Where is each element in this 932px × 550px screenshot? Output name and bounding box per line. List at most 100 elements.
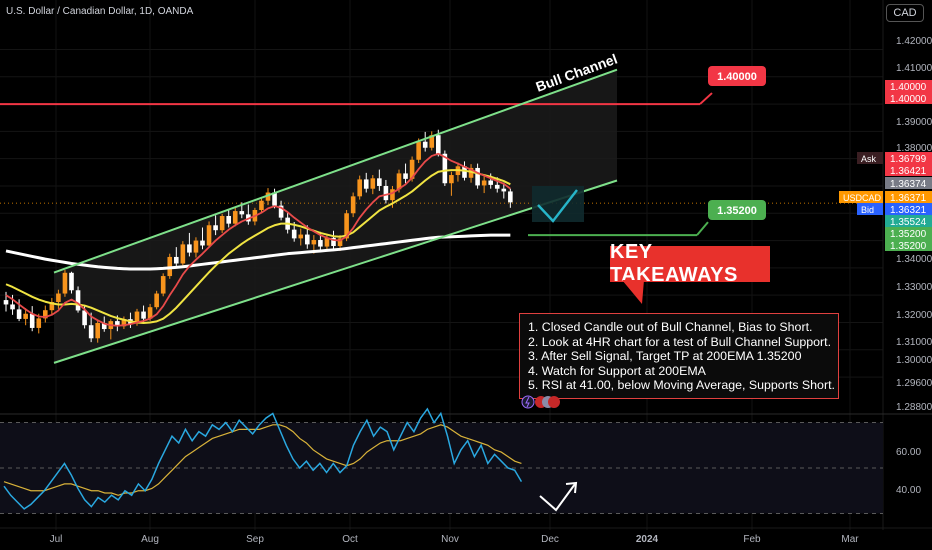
candle-body bbox=[475, 167, 480, 186]
candle-body bbox=[23, 313, 28, 319]
candle-body bbox=[409, 159, 415, 179]
candle-body bbox=[429, 135, 435, 148]
candle-body bbox=[462, 166, 467, 178]
price-tick-label: 1.28800 bbox=[896, 402, 932, 413]
price-tag-value: 1.35524 bbox=[890, 217, 927, 228]
price-tag-value: 1.40000 bbox=[890, 94, 927, 105]
candle-body bbox=[265, 192, 271, 201]
price-tag-prefix: USDCAD bbox=[843, 193, 882, 203]
resistance-label-text: 1.40000 bbox=[717, 71, 757, 83]
symbol-title: U.S. Dollar / Canadian Dollar, 1D, OANDA bbox=[6, 6, 194, 17]
candle-body bbox=[43, 310, 48, 319]
candle-body bbox=[298, 234, 304, 239]
projection-drawing bbox=[532, 186, 584, 223]
takeaway-3: 3. After Sell Signal, Target TP at 200EM… bbox=[528, 349, 802, 363]
candle-body bbox=[160, 276, 166, 294]
price-tick-label: 1.30000 bbox=[896, 355, 932, 366]
price-tag-bg bbox=[885, 239, 932, 251]
lightning-glyph bbox=[525, 396, 530, 408]
candle-body bbox=[193, 240, 199, 253]
candle-body bbox=[206, 225, 212, 246]
candle-body bbox=[357, 179, 362, 197]
price-tag-value: 1.35200 bbox=[890, 229, 927, 240]
candle-body bbox=[16, 309, 22, 319]
price-tag-value: 1.40000 bbox=[890, 82, 927, 93]
candle-body bbox=[232, 211, 238, 224]
time-tick-label: 2024 bbox=[636, 534, 659, 545]
resistance-label-bg bbox=[708, 66, 766, 86]
candle-body bbox=[442, 153, 448, 184]
time-tick-label: Mar bbox=[841, 534, 859, 545]
price-tag-value: 1.36799 bbox=[890, 154, 927, 165]
candle-body bbox=[141, 311, 146, 319]
candle-body bbox=[101, 323, 107, 330]
price-tag-bg bbox=[885, 203, 932, 215]
candle-body bbox=[95, 323, 100, 339]
candle-body bbox=[187, 244, 192, 253]
candle-body bbox=[36, 318, 42, 328]
candle-body bbox=[88, 325, 94, 339]
candle-body bbox=[403, 173, 408, 179]
currency-button[interactable]: CAD bbox=[886, 4, 924, 22]
price-levels bbox=[0, 103, 883, 237]
candle-body bbox=[370, 178, 376, 189]
time-tick-label: Feb bbox=[743, 534, 761, 545]
oscillator-tick-label: 60.00 bbox=[896, 447, 921, 458]
time-tick-label: Aug bbox=[141, 534, 159, 545]
candle-body bbox=[69, 272, 74, 291]
price-tick-label: 1.33000 bbox=[896, 282, 932, 293]
price-tag-bg bbox=[885, 227, 932, 239]
candle-body bbox=[29, 313, 35, 328]
candle-body bbox=[481, 180, 487, 186]
lightning-icon[interactable] bbox=[521, 395, 535, 409]
resistance-connector bbox=[699, 92, 713, 105]
candle-body bbox=[200, 240, 205, 246]
candle-body bbox=[121, 319, 127, 327]
time-axis[interactable]: Jul Aug Sep Oct Nov Dec 2024 Feb Mar bbox=[0, 527, 932, 545]
candle-body bbox=[49, 302, 55, 311]
candle-body bbox=[324, 237, 330, 247]
target-label-text: 1.35200 bbox=[717, 205, 757, 217]
bull-channel-fill bbox=[54, 69, 617, 363]
price-tag-prefix: Ask bbox=[861, 154, 877, 164]
candle-body bbox=[501, 188, 507, 192]
candle-body bbox=[350, 196, 356, 214]
time-tick-label: Sep bbox=[246, 534, 264, 545]
candle-body bbox=[239, 211, 245, 215]
price-tag-value: 1.36374 bbox=[890, 179, 927, 190]
candle-body bbox=[449, 175, 454, 184]
price-tag-bg bbox=[885, 92, 932, 104]
target-connector bbox=[696, 221, 709, 236]
price-tick-label: 1.39000 bbox=[896, 117, 932, 128]
oscillator-line bbox=[3, 407, 523, 510]
price-tag-bg bbox=[885, 152, 932, 164]
channel-lower-line bbox=[53, 179, 618, 364]
takeaway-4: 4. Watch for Support at 200EMA bbox=[528, 363, 706, 378]
candle-body bbox=[383, 185, 389, 201]
moving-averages bbox=[5, 152, 511, 327]
price-tick-label: 1.41000 bbox=[896, 63, 932, 74]
candle-body bbox=[174, 256, 179, 264]
candle-body bbox=[3, 300, 9, 305]
candle-body bbox=[390, 189, 395, 201]
resistance-label: 1.40000 bbox=[708, 66, 766, 86]
candle-body bbox=[291, 229, 297, 239]
price-tick-label: 1.31000 bbox=[896, 337, 932, 348]
candle-body bbox=[82, 310, 87, 326]
candle-body bbox=[278, 205, 284, 218]
price-tick-label: 1.32000 bbox=[896, 310, 932, 321]
price-tag-bg bbox=[885, 80, 932, 92]
price-tag-value: 1.36421 bbox=[890, 166, 927, 177]
candle-body bbox=[468, 167, 474, 178]
candle-body bbox=[416, 141, 421, 160]
candle-body bbox=[311, 240, 317, 245]
candle-body bbox=[305, 234, 310, 245]
candle-body bbox=[115, 321, 120, 327]
event-icons[interactable] bbox=[521, 394, 561, 410]
time-tick-label: Dec bbox=[541, 534, 559, 545]
time-tick-label: Oct bbox=[342, 534, 358, 545]
candle-body bbox=[75, 290, 81, 311]
event-icon[interactable] bbox=[548, 396, 560, 408]
price-tag-bg bbox=[885, 215, 932, 227]
